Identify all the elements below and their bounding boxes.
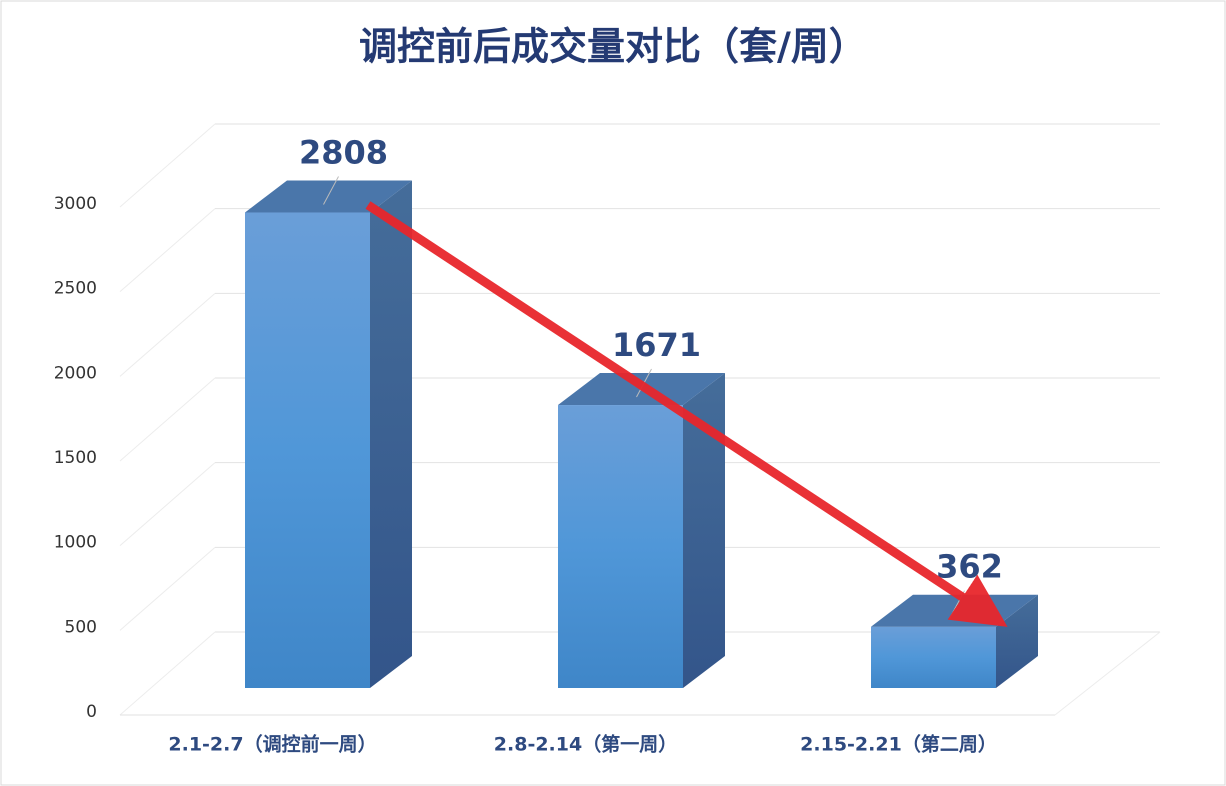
grid-line <box>119 631 216 716</box>
trend-arrow <box>365 201 1008 627</box>
y-tick-label: 1500 <box>54 448 97 468</box>
bar-side <box>683 373 725 688</box>
bar: 2808 <box>245 134 412 688</box>
data-label: 1671 <box>612 326 701 364</box>
leader-line <box>323 176 339 205</box>
floor-line <box>1054 631 1161 716</box>
y-tick-label: 2500 <box>54 279 97 299</box>
x-tick-label: 2.15-2.21（第二周） <box>800 733 997 756</box>
bar: 1671 <box>558 326 725 688</box>
y-tick-label: 500 <box>65 617 97 637</box>
y-tick-label: 0 <box>86 702 97 722</box>
chart-title: 调控前后成交量对比（套/周） <box>359 24 867 69</box>
x-tick-label: 2.8-2.14（第一周） <box>494 733 677 756</box>
bar-front <box>871 626 996 688</box>
grid-line <box>119 292 216 377</box>
grid-line <box>119 546 216 631</box>
bar-front <box>245 212 370 688</box>
bar-side <box>996 594 1038 688</box>
bar-front <box>558 405 683 688</box>
y-tick-label: 3000 <box>54 194 97 214</box>
grid-line <box>119 462 216 547</box>
grid-line <box>119 123 216 208</box>
y-tick-label: 2000 <box>54 363 97 383</box>
x-tick-label: 2.1-2.7（调控前一周） <box>168 733 376 756</box>
data-label: 2808 <box>299 134 388 172</box>
grid-line <box>119 377 216 462</box>
grid-line <box>119 208 216 293</box>
bar-side <box>370 180 412 688</box>
y-tick-label: 1000 <box>54 533 97 553</box>
data-label: 362 <box>936 548 1003 586</box>
